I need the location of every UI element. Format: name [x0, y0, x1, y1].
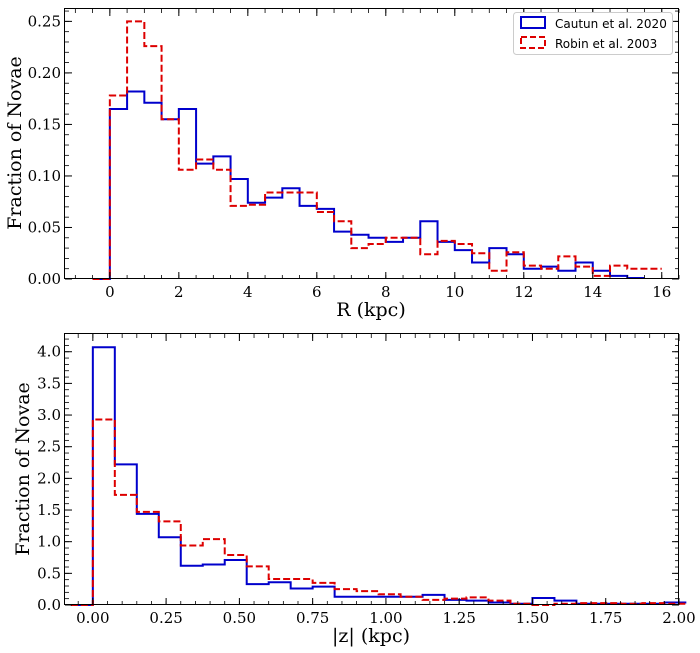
legend-box	[513, 12, 673, 55]
legend-label-robin: Robin et al. 2003	[555, 37, 657, 51]
p1-x-tick-label: 14	[583, 283, 602, 301]
p1-y-tick-label: 0.15	[28, 115, 61, 133]
legend-label-cautun: Cautun et al. 2020	[555, 17, 667, 31]
p2-x-tick-label: 1.75	[589, 609, 622, 627]
p2-x-tick-label: 0.75	[296, 609, 329, 627]
panel-z-distribution: 0.00 0.25 0.50 0.75 1.00 1.25 1.50 1.75 2.00 0.0 0…	[12, 333, 696, 647]
legend-swatch-cautun	[520, 16, 546, 29]
p2-x-tick-label: 0.25	[149, 609, 182, 627]
p2-y-tick-label: 3.0	[37, 406, 61, 424]
p1-series-cautun	[92, 90, 645, 280]
p1-y-tick-label: 0.00	[28, 270, 61, 288]
p2-y-tick-label: 4.0	[37, 343, 61, 361]
p1-x-tick-label: 0	[105, 283, 115, 301]
p2-series-cautun	[70, 346, 687, 606]
p1-ticks-group: 0 2 4 6 8 10 12 14 16 0.00 0.05 0.10 0.15 0.20 0.25	[28, 9, 680, 301]
legend: Cautun et al. 2020 Robin et al. 2003	[513, 12, 673, 55]
p1-series-robin	[92, 20, 662, 280]
p1-y-axis-label: Fraction of Novae	[4, 56, 26, 230]
p2-x-tick-label: 1.25	[442, 609, 475, 627]
p2-y-tick-label: 2.0	[37, 469, 61, 487]
panel-r-distribution: 0 2 4 6 8 10 12 14 16 0.00 0.05 0.10 0.15 0.20 0.25 R …	[0, 0, 700, 326]
p1-x-tick-label: 16	[652, 283, 671, 301]
p2-x-tick-label: 0.50	[223, 609, 256, 627]
p2-x-tick-label: 2.00	[662, 609, 695, 627]
p2-x-tick-label: 1.00	[369, 609, 402, 627]
p1-x-axis-label: R (kpc)	[336, 299, 406, 321]
p2-y-tick-label: 2.5	[37, 438, 61, 456]
p1-x-tick-label: 12	[514, 283, 533, 301]
p1-y-tick-label: 0.25	[28, 12, 61, 30]
p2-series-group	[70, 346, 687, 606]
p1-series-group	[92, 20, 662, 280]
p1-y-tick-label: 0.20	[28, 64, 61, 82]
p1-x-tick-label: 10	[445, 283, 464, 301]
p2-y-tick-label: 0.5	[37, 564, 61, 582]
p2-y-tick-label: 1.5	[37, 501, 61, 519]
p2-series-robin	[70, 418, 687, 606]
p2-y-tick-label: 3.5	[37, 374, 61, 392]
p1-plot-frame	[64, 8, 679, 279]
p2-plot-frame	[64, 333, 679, 605]
p1-x-tick-label: 2	[174, 283, 184, 301]
p2-y-tick-label: 1.0	[37, 533, 61, 551]
p2-x-tick-label: 0.00	[76, 609, 109, 627]
p1-x-tick-label: 6	[312, 283, 322, 301]
p2-x-tick-label: 1.50	[516, 609, 549, 627]
p1-y-tick-label: 0.05	[28, 218, 61, 236]
p2-x-axis-label: |z| (kpc)	[332, 625, 410, 647]
p1-x-tick-label: 4	[243, 283, 253, 301]
p2-ticks-group: 0.00 0.25 0.50 0.75 1.00 1.25 1.50 1.75 2.00 0.0 0…	[37, 334, 696, 627]
p2-y-tick-label: 0.0	[37, 596, 61, 614]
p2-y-axis-label: Fraction of Novae	[12, 382, 34, 556]
p1-y-tick-label: 0.10	[28, 167, 61, 185]
p1-x-tick-label: 8	[381, 283, 391, 301]
legend-swatch-robin	[520, 36, 546, 49]
